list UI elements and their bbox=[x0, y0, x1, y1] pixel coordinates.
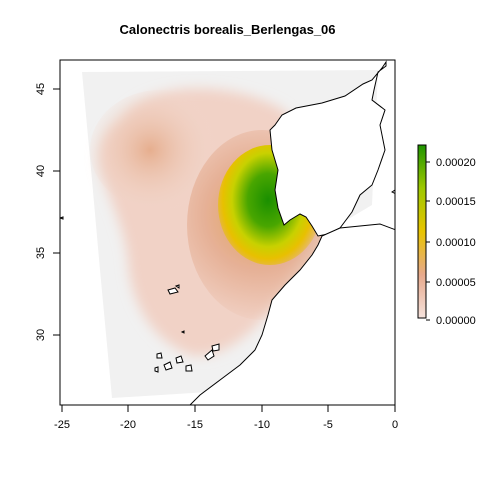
africa-coastline bbox=[189, 223, 395, 405]
x-axis bbox=[61, 404, 396, 412]
y-tick-label: 45 bbox=[35, 83, 47, 95]
canary-islands bbox=[154, 343, 220, 373]
madeira-island bbox=[167, 287, 179, 295]
x-tick-label: -5 bbox=[323, 419, 333, 431]
legend-tick-label: 0.00010 bbox=[436, 237, 476, 249]
legend-colorbar bbox=[417, 144, 427, 319]
legend-tick-label: 0.00000 bbox=[436, 315, 476, 327]
x-tick-label: -25 bbox=[54, 419, 70, 431]
x-tick-label: -20 bbox=[120, 419, 136, 431]
y-tick-label: 35 bbox=[35, 247, 47, 259]
iberia-coastline bbox=[269, 60, 387, 237]
x-tick-labels: -25 -20 -15 -10 -5 0 bbox=[54, 419, 398, 431]
balearic-islands bbox=[391, 189, 395, 195]
map-title: Calonectris borealis_Berlengas_06 bbox=[119, 22, 336, 37]
legend-tick-label: 0.00015 bbox=[436, 196, 476, 208]
selvagens-islands bbox=[180, 330, 185, 334]
y-tick-label: 30 bbox=[35, 329, 47, 341]
x-tick-label: -10 bbox=[254, 419, 270, 431]
legend-tick-labels: 0.00000 0.00005 0.00010 0.00015 0.00020 bbox=[436, 157, 476, 327]
y-tick-labels: 30 35 40 45 bbox=[35, 83, 47, 341]
azores-speck bbox=[60, 216, 64, 220]
x-tick-label: 0 bbox=[392, 419, 398, 431]
legend-ticks bbox=[426, 161, 430, 321]
density-nw-lobe bbox=[90, 90, 230, 210]
madeira-islet bbox=[174, 284, 180, 289]
y-tick-label: 40 bbox=[35, 165, 47, 177]
map-plot-area bbox=[60, 60, 395, 405]
x-tick-label: -15 bbox=[187, 419, 203, 431]
legend-tick-label: 0.00020 bbox=[436, 157, 476, 169]
legend-tick-label: 0.00005 bbox=[436, 277, 476, 289]
y-axis bbox=[53, 88, 61, 336]
